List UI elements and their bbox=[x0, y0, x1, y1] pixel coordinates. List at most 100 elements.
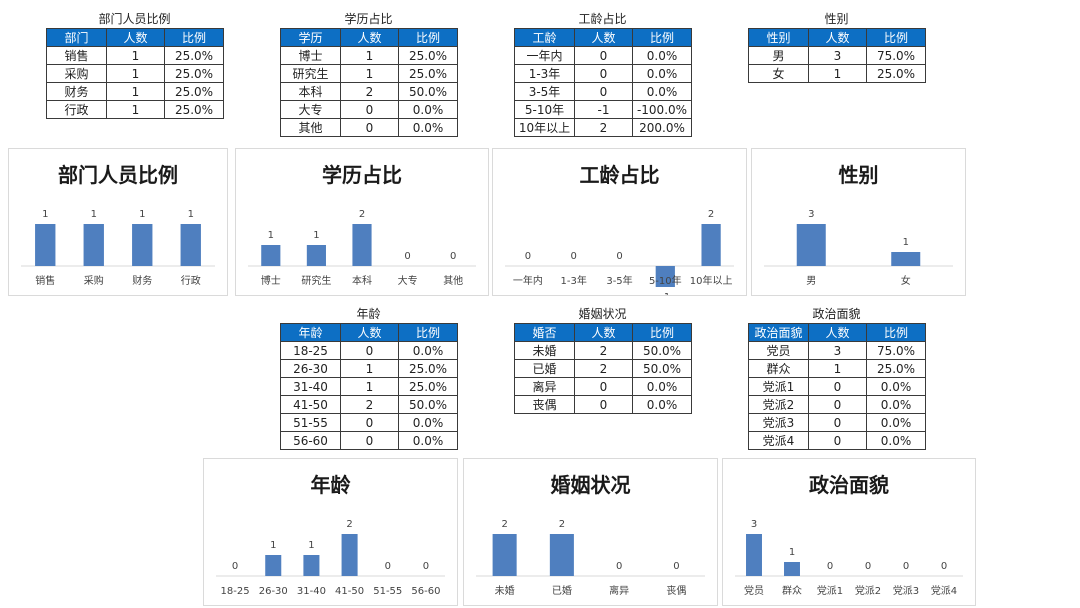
table-cell: 群众 bbox=[748, 359, 809, 378]
table-cell: 1 bbox=[808, 359, 867, 378]
bar bbox=[891, 252, 921, 266]
category-label: 财务 bbox=[132, 274, 152, 287]
table-row: 采购 1 25.0% bbox=[46, 64, 224, 83]
table-cell: 2 bbox=[574, 359, 633, 378]
column-header: 比例 bbox=[398, 323, 458, 342]
table-cell: 3-5年 bbox=[514, 82, 575, 101]
table-row: 女 1 25.0% bbox=[748, 64, 926, 83]
table-cell: 2 bbox=[574, 118, 633, 137]
bar bbox=[132, 224, 153, 266]
table-cell: 0.0% bbox=[398, 100, 458, 119]
table-cell: 0 bbox=[808, 413, 867, 432]
table-row: 群众 1 25.0% bbox=[748, 359, 926, 378]
table-cell: 0.0% bbox=[866, 431, 926, 450]
bar bbox=[265, 555, 282, 576]
table-cell: 0 bbox=[340, 341, 399, 360]
chart-svg: 工龄占比 0 一年内 0 1-3年 0 3-5年 -1 5-10年 2 10年以上 bbox=[505, 163, 734, 295]
table-politics: 政治面貌 政治面貌 人数 比例 党员 3 75.0% 群众 1 25.0% 党派1 0 0.0% 党派2… bbox=[748, 305, 926, 450]
table-cell: 离异 bbox=[514, 377, 575, 396]
table-row: 党派1 0 0.0% bbox=[748, 377, 926, 396]
chart-svg: 婚姻状况 2 未婚 2 已婚 0 离异 0 丧偶 bbox=[476, 473, 705, 597]
table-cell: 0.0% bbox=[866, 413, 926, 432]
category-label: 研究生 bbox=[301, 274, 331, 287]
bar bbox=[261, 245, 281, 266]
table-cell: 0 bbox=[574, 395, 633, 414]
table-cell: 1 bbox=[106, 64, 165, 83]
data-label: 1 bbox=[903, 237, 909, 248]
table-row: 未婚 2 50.0% bbox=[514, 341, 692, 360]
data-label: 0 bbox=[525, 251, 531, 262]
table-cell: 25.0% bbox=[164, 46, 224, 65]
table-row: 51-55 0 0.0% bbox=[280, 413, 458, 432]
column-header: 性别 bbox=[748, 28, 809, 47]
bar bbox=[549, 534, 574, 576]
category-label: 丧偶 bbox=[666, 584, 686, 597]
table-row: 一年内 0 0.0% bbox=[514, 46, 692, 65]
table-cell: 其他 bbox=[280, 118, 341, 137]
table-cell: 研究生 bbox=[280, 64, 341, 83]
table-title: 年龄 bbox=[356, 307, 381, 321]
category-label: 大专 bbox=[398, 274, 418, 287]
table-cell: 销售 bbox=[46, 46, 107, 65]
data-label: 0 bbox=[673, 561, 679, 572]
bar bbox=[35, 224, 56, 266]
table-cell: 1 bbox=[106, 46, 165, 65]
data-label: 3 bbox=[751, 519, 757, 530]
table-cell: 75.0% bbox=[866, 46, 926, 65]
category-label: 10年以上 bbox=[690, 274, 733, 287]
category-label: 男 bbox=[806, 275, 816, 287]
category-label: 采购 bbox=[84, 274, 104, 287]
table-cell: 0.0% bbox=[398, 118, 458, 137]
table-cell: 党派1 bbox=[748, 377, 809, 396]
table-cell: 3 bbox=[808, 46, 867, 65]
table-header-row: 部门 人数 比例 bbox=[46, 28, 224, 47]
table-cell: 0.0% bbox=[866, 377, 926, 396]
column-header: 比例 bbox=[866, 28, 926, 47]
category-label: 41-50 bbox=[335, 586, 364, 597]
chart-politics: 政治面貌 3 党员 1 群众 0 党派1 0 党派2 0 党派3 0 党派4 bbox=[722, 458, 976, 606]
chart-title: 政治面貌 bbox=[809, 473, 889, 497]
category-label: 一年内 bbox=[513, 274, 543, 287]
category-label: 党员 bbox=[744, 584, 764, 597]
chart-gender: 性别 3 男 1 女 bbox=[751, 148, 966, 296]
chart-svg: 学历占比 1 博士 1 研究生 2 本科 0 大专 0 其他 bbox=[248, 163, 476, 287]
bar bbox=[784, 562, 800, 576]
table-cell: 党员 bbox=[748, 341, 809, 360]
bar bbox=[796, 224, 826, 266]
data-label: -1 bbox=[660, 292, 670, 295]
table-cell: 26-30 bbox=[280, 359, 341, 378]
table-cell: 男 bbox=[748, 46, 809, 65]
table-row: 丧偶 0 0.0% bbox=[514, 395, 692, 414]
table-cell: 党派4 bbox=[748, 431, 809, 450]
table-cell: 0 bbox=[340, 431, 399, 450]
data-label: 0 bbox=[827, 561, 833, 572]
category-label: 1-3年 bbox=[561, 274, 587, 287]
chart-tenure: 工龄占比 0 一年内 0 1-3年 0 3-5年 -1 5-10年 2 10年以上 bbox=[492, 148, 747, 296]
column-header: 比例 bbox=[164, 28, 224, 47]
column-header: 部门 bbox=[46, 28, 107, 47]
table-row: 销售 1 25.0% bbox=[46, 46, 224, 65]
table-header-row: 年龄 人数 比例 bbox=[280, 323, 458, 342]
table-cell: 2 bbox=[340, 395, 399, 414]
table-cell: 3 bbox=[808, 341, 867, 360]
table-cell: 25.0% bbox=[164, 100, 224, 119]
data-label: 2 bbox=[359, 209, 365, 220]
data-label: 0 bbox=[903, 561, 909, 572]
column-header: 人数 bbox=[574, 323, 633, 342]
bar bbox=[492, 534, 517, 576]
column-header: 人数 bbox=[574, 28, 633, 47]
table-cell: 10年以上 bbox=[514, 118, 575, 137]
data-table: 工龄 人数 比例 一年内 0 0.0% 1-3年 0 0.0% 3-5年 0 0.0% 5-10年 -1-… bbox=[514, 28, 692, 137]
bar bbox=[180, 224, 201, 266]
table-cell: 2 bbox=[574, 341, 633, 360]
table-row: 研究生 1 25.0% bbox=[280, 64, 458, 83]
table-row: 56-60 0 0.0% bbox=[280, 431, 458, 450]
table-cell: 0.0% bbox=[398, 413, 458, 432]
category-label: 18-25 bbox=[221, 586, 250, 597]
data-label: 2 bbox=[708, 209, 714, 220]
table-cell: 0.0% bbox=[632, 46, 692, 65]
category-label: 党派2 bbox=[855, 584, 881, 597]
category-label: 行政 bbox=[181, 274, 201, 287]
table-cell: 0 bbox=[340, 100, 399, 119]
data-label: 0 bbox=[385, 561, 391, 572]
